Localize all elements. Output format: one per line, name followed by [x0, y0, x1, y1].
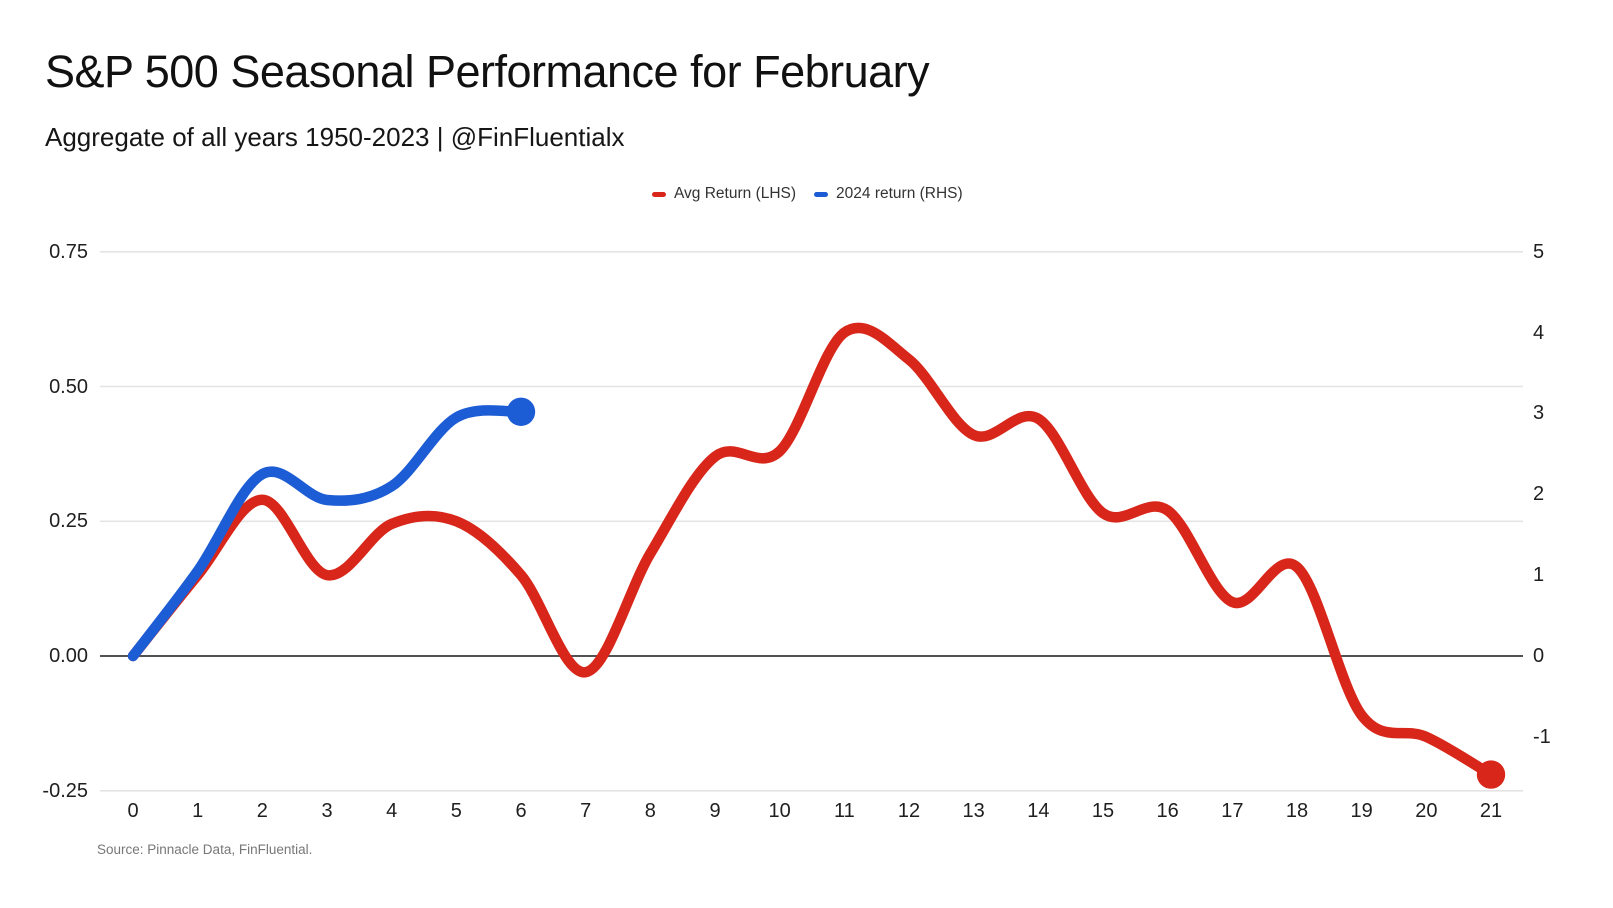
- x-axis-tick: 18: [1285, 800, 1309, 822]
- right-axis-tick: 1: [1533, 564, 1545, 587]
- return-2024-swatch-icon: [814, 191, 829, 197]
- x-axis-tick: 2: [256, 800, 268, 822]
- x-axis-tick: 0: [127, 800, 139, 822]
- series-line-0: [127, 322, 1497, 780]
- right-axis-tick: 0: [1533, 645, 1545, 667]
- left-axis-tick: -0.25: [42, 779, 88, 802]
- legend-label-2024-return: 2024 return (RHS): [836, 185, 963, 202]
- right-axis-tick: 3: [1533, 402, 1545, 425]
- x-axis-tick: 10: [768, 800, 791, 822]
- x-axis-tick: 17: [1221, 800, 1244, 822]
- x-axis-tick: 13: [962, 800, 985, 822]
- chart-subtitle: Aggregate of all years 1950-2023 | @FinF…: [45, 122, 625, 152]
- source-note: Source: Pinnacle Data, FinFluential.: [97, 842, 313, 857]
- x-axis-tick: 9: [709, 800, 721, 822]
- x-axis-tick: 8: [644, 800, 656, 822]
- right-axis-tick: 2: [1533, 483, 1545, 506]
- x-axis-tick: 20: [1415, 800, 1438, 822]
- legend-label-avg-return: Avg Return (LHS): [674, 185, 797, 202]
- x-axis-tick: 21: [1479, 800, 1503, 822]
- x-axis-tick: 16: [1156, 800, 1179, 822]
- right-axis-tick: 4: [1533, 321, 1545, 344]
- x-axis-tick: 4: [386, 800, 398, 822]
- legend-item-avg-return: Avg Return (LHS): [652, 185, 796, 203]
- x-axis-tick: 15: [1091, 800, 1115, 822]
- right-axis-tick: 5: [1533, 240, 1545, 263]
- left-axis-tick: 0.25: [49, 510, 88, 533]
- x-axis-tick: 12: [897, 800, 921, 822]
- right-axis-tick: -1: [1533, 725, 1551, 748]
- series-endpoint-dot-1: [506, 397, 536, 426]
- x-axis-tick: 5: [450, 800, 462, 822]
- x-axis-tick: 3: [321, 800, 333, 822]
- left-axis-tick: 0.50: [49, 375, 88, 398]
- chart-title: S&P 500 Seasonal Performance for Februar…: [45, 46, 930, 97]
- series-endpoint-dot-0: [1476, 760, 1506, 789]
- x-axis-tick: 19: [1350, 800, 1373, 822]
- legend-item-2024-return: 2024 return (RHS): [814, 185, 963, 203]
- avg-return-swatch-icon: [652, 191, 666, 197]
- x-axis-tick: 1: [192, 800, 204, 822]
- x-axis-tick: 11: [833, 800, 855, 822]
- x-axis-tick: 14: [1027, 800, 1050, 822]
- chart-legend: Avg Return (LHS) 2024 return (RHS): [652, 185, 963, 203]
- left-axis-tick: 0.75: [49, 240, 88, 263]
- x-axis-tick: 6: [515, 800, 527, 822]
- series-line-1: [127, 405, 527, 662]
- x-axis-tick: 7: [580, 800, 592, 822]
- left-axis-tick: 0.00: [49, 645, 88, 667]
